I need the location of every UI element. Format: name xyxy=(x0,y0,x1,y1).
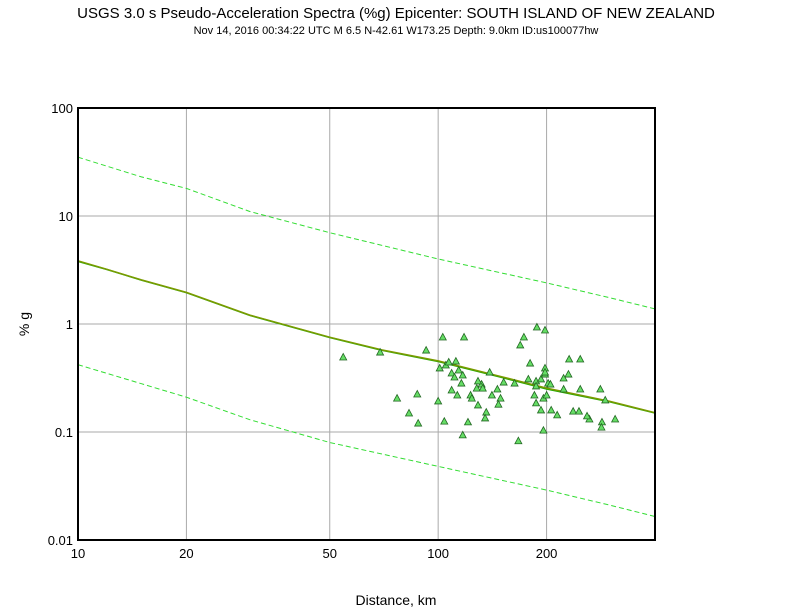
station-point xyxy=(433,396,443,405)
station-point xyxy=(453,390,462,399)
x-tick-label: 200 xyxy=(536,546,558,561)
station-point xyxy=(458,370,467,379)
station-point xyxy=(438,332,447,341)
station-point xyxy=(540,367,550,376)
station-point xyxy=(536,374,546,383)
chart-title: USGS 3.0 s Pseudo-Acceleration Spectra (… xyxy=(77,5,715,22)
x-tick-label: 10 xyxy=(71,546,85,561)
station-point xyxy=(459,332,469,341)
station-point xyxy=(473,400,483,409)
station-point xyxy=(458,430,467,439)
station-point xyxy=(574,406,584,415)
station-point xyxy=(552,410,562,419)
station-point xyxy=(440,416,449,425)
station-point xyxy=(525,358,535,367)
station-point xyxy=(514,436,523,445)
station-point xyxy=(478,383,487,392)
station-point xyxy=(539,425,548,434)
station-point xyxy=(487,390,497,399)
station-point xyxy=(339,352,348,361)
station-point xyxy=(457,378,466,387)
station-point xyxy=(582,411,592,420)
station-point xyxy=(597,422,606,431)
station-point xyxy=(421,345,431,354)
station-point xyxy=(542,390,551,399)
station-point xyxy=(519,332,529,341)
x-axis-label: Distance, km xyxy=(356,592,437,608)
y-tick-label: 10 xyxy=(59,209,73,224)
station-point xyxy=(559,373,568,382)
station-point xyxy=(576,384,585,393)
station-point xyxy=(516,340,525,349)
station-point xyxy=(524,374,533,383)
station-point xyxy=(413,418,423,427)
chart-subtitle: Nov 14, 2016 00:34:22 UTC M 6.5 N-42.61 … xyxy=(193,25,599,37)
station-point xyxy=(482,407,491,416)
station-point xyxy=(494,399,503,408)
station-point xyxy=(375,347,385,356)
station-point xyxy=(576,354,585,363)
station-point xyxy=(485,367,494,376)
station-point xyxy=(536,405,546,414)
station-point xyxy=(447,368,456,377)
station-point xyxy=(463,417,473,426)
station-point xyxy=(532,322,542,331)
station-point xyxy=(473,376,483,385)
station-point xyxy=(444,357,453,366)
station-point xyxy=(496,393,505,402)
station-point xyxy=(493,384,502,393)
station-point xyxy=(499,377,508,386)
plus-3-sigma-line xyxy=(77,156,656,310)
x-tick-label: 50 xyxy=(323,546,337,561)
station-point xyxy=(564,369,573,378)
station-point xyxy=(547,405,556,414)
y-tick-label: 1 xyxy=(66,317,73,332)
station-point xyxy=(435,363,444,372)
y-axis-label: % g xyxy=(16,312,32,336)
station-point xyxy=(530,390,539,399)
x-tick-label: 20 xyxy=(179,546,193,561)
station-point xyxy=(610,414,620,423)
station-point xyxy=(404,408,414,417)
station-point xyxy=(472,383,481,392)
y-tick-label: 0.01 xyxy=(48,533,73,548)
station-point xyxy=(531,381,541,390)
station-point xyxy=(510,378,519,387)
station-point xyxy=(531,398,541,407)
station-point xyxy=(540,325,550,334)
station-point xyxy=(451,356,461,365)
station-point xyxy=(564,354,574,363)
minus-3-sigma-line xyxy=(77,364,656,517)
median-alt-line xyxy=(77,260,656,414)
station-point xyxy=(413,389,422,398)
plot-frame xyxy=(77,107,656,541)
y-tick-label: 0.1 xyxy=(55,425,73,440)
station-point xyxy=(392,393,402,402)
y-tick-label: 100 xyxy=(51,101,73,116)
station-point xyxy=(454,365,463,374)
station-point xyxy=(559,384,568,393)
station-point xyxy=(447,385,456,394)
station-point xyxy=(601,395,610,404)
x-tick-label: 100 xyxy=(427,546,449,561)
station-point xyxy=(568,406,578,415)
station-point xyxy=(480,413,490,422)
station-point xyxy=(546,379,555,388)
station-point xyxy=(450,372,459,381)
station-point xyxy=(596,384,605,393)
station-point xyxy=(467,393,476,402)
